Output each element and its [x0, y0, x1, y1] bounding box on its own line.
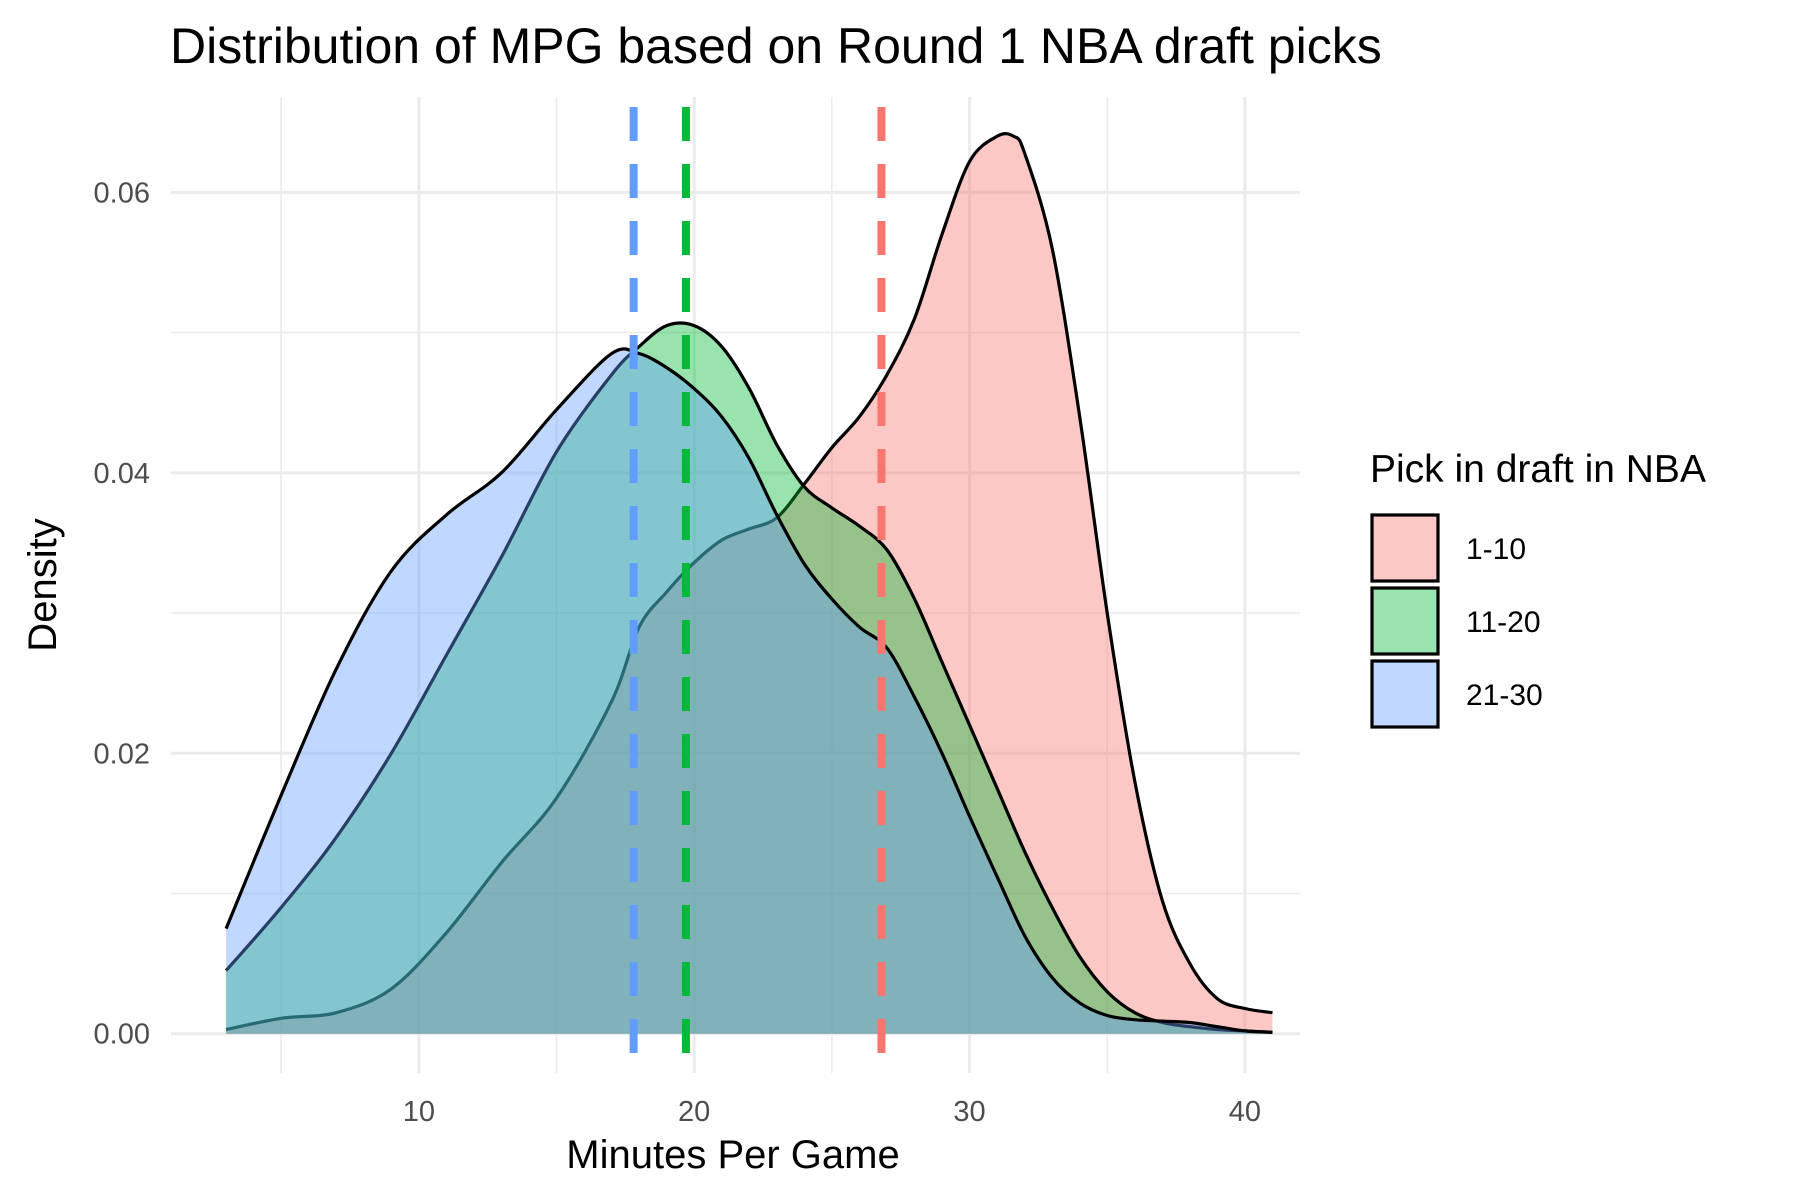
legend: Pick in draft in NBA 1-10 11-20 21-30 [1370, 448, 1706, 729]
density-area-11-20 [226, 322, 1273, 1034]
density-outline-21-30 [224, 347, 1273, 1034]
legend-key-1-10 [1370, 513, 1440, 583]
legend-key-bg-11-20 [1372, 588, 1438, 654]
density-area-21-30 [226, 348, 1273, 1034]
axis-ticks: 10 20 30 40 0.00 0.02 0.04 0.06 [94, 177, 1262, 1128]
density-outline-11-20 [224, 321, 1273, 1034]
density-areas [224, 132, 1273, 1034]
density-area-1-10 [226, 133, 1273, 1034]
y-axis-title: Density [21, 518, 65, 651]
legend-key-11-20 [1370, 586, 1440, 656]
legend-title: Pick in draft in NBA [1370, 448, 1706, 491]
legend-key-bg-21-30 [1372, 661, 1438, 727]
legend-key-21-30 [1370, 659, 1440, 729]
chart-title: Distribution of MPG based on Round 1 NBA… [170, 18, 1382, 74]
x-tick-label-1: 20 [678, 1096, 710, 1128]
x-tick-label-0: 10 [403, 1096, 435, 1128]
legend-label-21-30: 21-30 [1466, 679, 1543, 712]
y-tick-label-1: 0.02 [94, 738, 150, 770]
x-tick-label-2: 30 [953, 1096, 985, 1128]
legend-label-1-10: 1-10 [1466, 533, 1526, 566]
legend-items: 1-10 11-20 21-30 [1370, 513, 1543, 729]
y-tick-label-2: 0.04 [94, 458, 150, 490]
legend-key-bg-1-10 [1372, 515, 1438, 581]
y-tick-label-3: 0.06 [94, 177, 150, 209]
y-tick-label-0: 0.00 [94, 1019, 150, 1051]
mean-lines [629, 107, 886, 1073]
grid-lines [171, 97, 1300, 1073]
density-outline-1-10 [225, 132, 1273, 1032]
x-axis-title: Minutes Per Game [566, 1133, 899, 1177]
x-tick-label-3: 40 [1229, 1096, 1261, 1128]
legend-label-11-20: 11-20 [1466, 606, 1541, 639]
